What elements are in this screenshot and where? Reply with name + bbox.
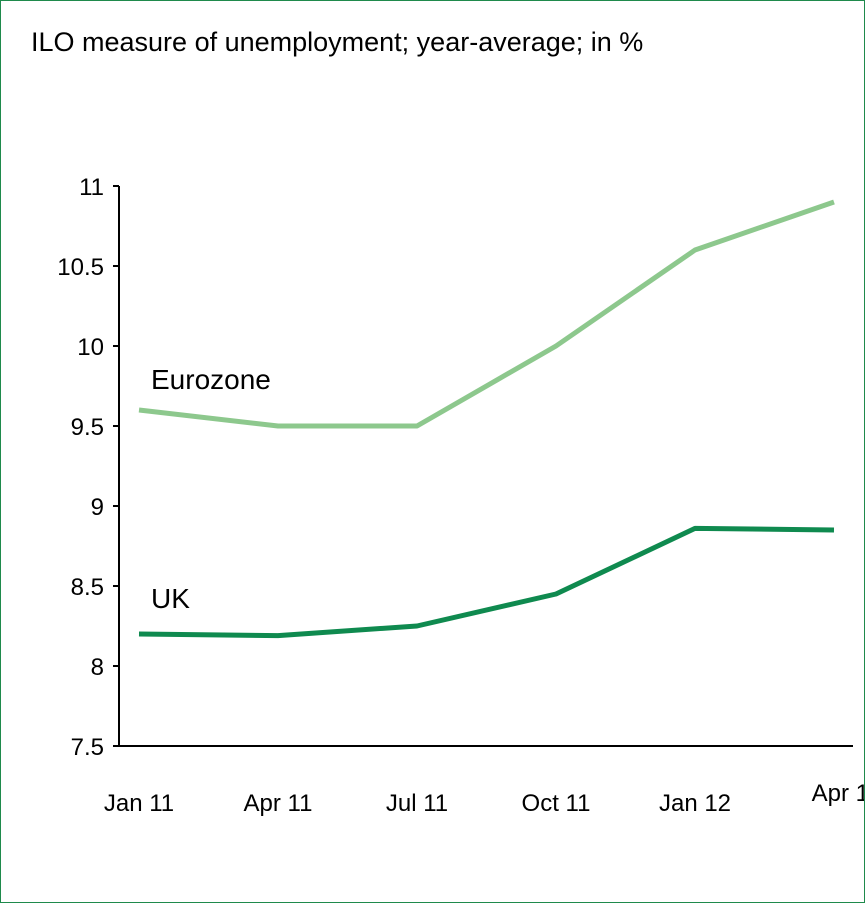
x-tick-label: Apr 12 xyxy=(812,780,864,807)
series-line-uk xyxy=(138,525,835,639)
x-tick-label: Oct 11 xyxy=(522,790,591,817)
y-axis: 7.5 8 8.5 9 9.5 10 10.5 11 xyxy=(57,174,120,761)
x-tick-label: Jan 11 xyxy=(104,790,174,817)
series-labels: Eurozone UK xyxy=(151,364,271,614)
x-tick-label: Jul 11 xyxy=(386,790,448,817)
y-tick-label: 8 xyxy=(91,654,104,681)
x-axis: Jan 11 Apr 11 Jul 11 Oct 11 Jan 12 Apr 12 xyxy=(104,745,864,817)
chart-subtitle: ILO measure of unemployment; year-averag… xyxy=(31,27,644,57)
x-tick-label: Jan 12 xyxy=(659,790,731,817)
series-line-eurozone xyxy=(138,199,835,429)
x-tick-label: Apr 11 xyxy=(244,790,313,817)
y-tick-label: 10 xyxy=(77,334,104,361)
y-tick-label: 7.5 xyxy=(71,734,104,761)
y-tick-label: 11 xyxy=(79,174,104,201)
series-label-uk: UK xyxy=(151,583,190,614)
y-tick-label: 8.5 xyxy=(71,574,104,601)
y-tick-label: 9 xyxy=(91,494,104,521)
y-tick-label: 10.5 xyxy=(57,254,104,281)
y-tick-label: 9.5 xyxy=(71,414,104,441)
series-label-eurozone: Eurozone xyxy=(151,364,271,395)
series-lines xyxy=(138,199,835,639)
